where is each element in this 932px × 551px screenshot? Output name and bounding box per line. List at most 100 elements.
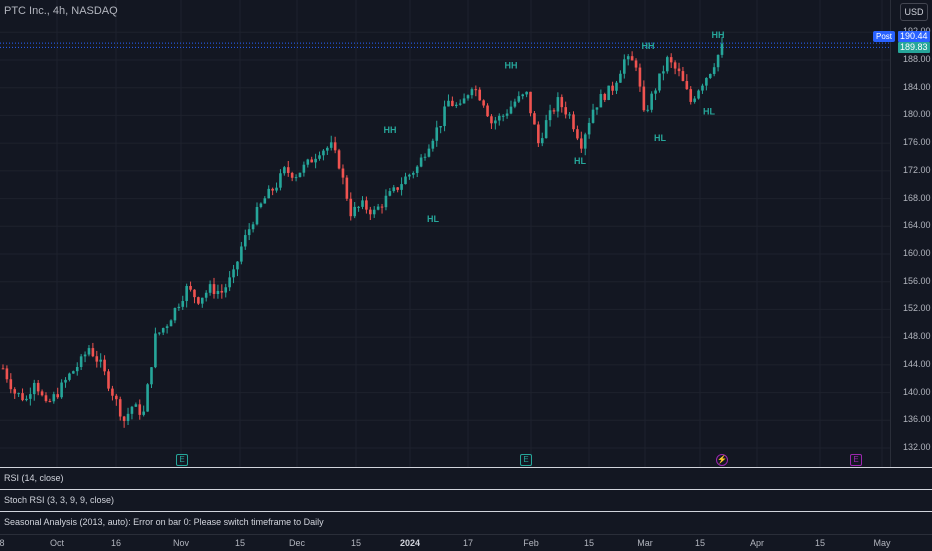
candle-body — [232, 269, 235, 278]
candle-body — [564, 107, 567, 115]
price-tick-label: 164.00 — [903, 220, 931, 231]
candle-body — [501, 115, 505, 117]
candle-body — [283, 167, 286, 174]
candle-body — [29, 394, 32, 399]
earnings-event-icon[interactable]: E — [520, 454, 532, 466]
candle-body — [126, 413, 130, 421]
candle-body — [599, 94, 603, 108]
candle-body — [665, 57, 669, 72]
candle-body — [286, 167, 290, 173]
symbol-title[interactable]: PTC Inc., 4h, NASDAQ — [4, 5, 118, 17]
candle-body — [240, 246, 243, 262]
candle-body — [529, 91, 532, 114]
candle-body — [1, 368, 5, 370]
candle-body — [185, 285, 188, 302]
candle-body — [251, 224, 255, 230]
candle-body — [568, 114, 571, 116]
candle-body — [701, 85, 704, 91]
time-tick-label: Dec — [288, 538, 306, 548]
candle-body — [494, 120, 497, 124]
candle-body — [267, 188, 271, 199]
candle-body — [646, 109, 650, 111]
currency-button[interactable]: USD — [900, 3, 928, 21]
time-axis[interactable]: 8 Oct 16 Nov 15 Dec 15 2024 17 Feb 15 Mar 15 Apr 15 May — [0, 534, 932, 551]
candle-body — [357, 206, 360, 208]
candle-body — [341, 168, 345, 178]
candlestick-chart[interactable]: HH HL HH HL HH HL HH HL — [0, 0, 890, 467]
candle-body — [189, 285, 192, 290]
candle-body — [447, 100, 450, 107]
stoch-rsi-pane[interactable]: Stoch RSI (3, 3, 9, 9, close) — [0, 489, 932, 512]
time-tick-label: Apr — [749, 538, 765, 548]
candle-body — [193, 289, 196, 298]
candle-body — [466, 95, 470, 99]
price-axis[interactable]: 132.00 136.00 140.00 144.00 148.00 152.00 156.… — [890, 0, 932, 467]
candle-body — [263, 198, 267, 204]
candle-body — [255, 206, 259, 225]
candle-body — [36, 382, 40, 392]
candle-body — [462, 98, 466, 104]
candle-body — [103, 359, 106, 372]
candle-body — [111, 388, 114, 396]
candle-body — [52, 394, 56, 402]
candle-body — [204, 292, 208, 298]
stoch-rsi-pane-label: Stoch RSI (3, 3, 9, 9, close) — [4, 495, 115, 505]
candle-body — [521, 94, 525, 97]
candle-body — [431, 140, 435, 149]
price-tick-label: 132.00 — [903, 442, 931, 452]
candle-body — [91, 348, 95, 357]
candle-body — [48, 401, 52, 403]
earnings-event-icon[interactable]: E — [176, 454, 188, 466]
candle-body — [415, 166, 419, 173]
candle-body — [583, 134, 587, 149]
candle-body — [13, 389, 17, 394]
candle-body — [236, 261, 239, 270]
candle-body — [25, 398, 28, 401]
candle-body — [118, 399, 122, 417]
dividend-event-icon[interactable]: ⚡ — [716, 454, 728, 466]
price-tick-label: 172.00 — [903, 164, 931, 175]
time-tick-label: May — [873, 538, 891, 548]
candle-body — [712, 67, 716, 74]
seasonal-analysis-pane[interactable]: Seasonal Analysis (2013, auto): Error on… — [0, 511, 932, 535]
candle-body — [322, 150, 325, 156]
candle-body — [220, 290, 224, 293]
price-tick-label: 176.00 — [903, 137, 931, 148]
higher-low-label: HL — [574, 156, 586, 166]
higher-low-label: HL — [703, 107, 715, 117]
candle-body — [44, 395, 48, 402]
candle-body — [490, 116, 493, 124]
candle-body — [408, 174, 411, 177]
upcoming-earnings-event-icon[interactable]: E — [850, 454, 862, 466]
chart-area[interactable]: HH HL HH HL HH HL HH HL PTC Inc., 4h, NASDAQ — [0, 0, 890, 467]
candle-body — [134, 404, 138, 407]
candle-body — [247, 229, 251, 236]
candle-body — [95, 356, 99, 362]
candle-body — [505, 113, 509, 116]
candle-body — [361, 200, 364, 207]
candle-body — [32, 382, 36, 395]
rsi-pane[interactable]: RSI (14, close) — [0, 467, 932, 490]
candle-body — [623, 59, 626, 74]
post-market-tag: Post — [873, 31, 896, 42]
candle-body — [310, 159, 314, 163]
time-tick-label: Oct — [49, 538, 65, 548]
candle-body — [302, 164, 306, 173]
candle-body — [169, 320, 173, 327]
candle-body — [64, 379, 67, 383]
time-tick-label: 15 — [694, 538, 706, 548]
candle-body — [540, 138, 544, 144]
candle-body — [705, 77, 708, 86]
candle-body — [75, 366, 79, 372]
candle-body — [275, 187, 278, 191]
candle-body — [68, 373, 71, 380]
candle-body — [404, 176, 407, 185]
candle-body — [677, 68, 681, 72]
higher-high-label: HH — [642, 41, 655, 51]
candle-body — [654, 90, 657, 94]
candle-body — [497, 115, 501, 121]
candle-body — [212, 284, 216, 295]
time-tick-label: 16 — [110, 538, 122, 548]
candle-body — [271, 188, 274, 191]
higher-high-label: HH — [505, 60, 518, 70]
